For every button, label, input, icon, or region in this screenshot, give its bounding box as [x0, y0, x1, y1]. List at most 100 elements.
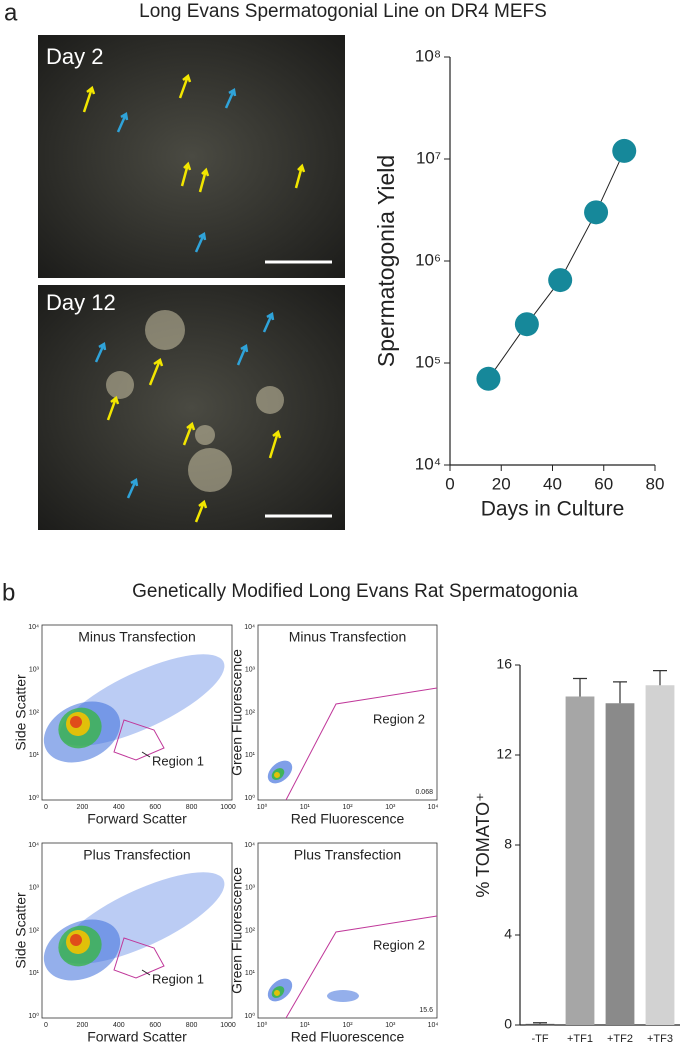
- plot-title: Plus Transfection: [83, 847, 190, 863]
- gate-label: Region 1: [152, 753, 204, 768]
- gate: [113, 937, 165, 979]
- event-density: [70, 934, 82, 946]
- y-axis-label: Green Fluorescence: [229, 867, 245, 994]
- data-point: [514, 312, 539, 337]
- y-tick-label: 12: [496, 746, 512, 762]
- gate: [113, 719, 165, 761]
- gate: [285, 687, 438, 801]
- flow-plot: Minus Transfection Region 1 0 200 400 600 800 1…: [13, 624, 236, 827]
- y-tick-label: 10²: [245, 927, 256, 934]
- gate-pointer: [141, 969, 151, 976]
- x-tick-label: 0: [44, 804, 48, 811]
- data-point: [476, 366, 501, 391]
- x-tick-label: 600: [149, 1022, 161, 1029]
- plot-title: Plus Transfection: [294, 847, 401, 863]
- bar: [525, 1023, 555, 1026]
- x-tick-label: 10¹: [300, 1022, 311, 1029]
- y-tick-label: 10³: [245, 885, 256, 892]
- flow-plot: Plus Transfection Region 1 0 200 400 600 800 10…: [13, 842, 236, 1045]
- y-tick-label: 10⁴: [244, 842, 255, 849]
- y-tick-label: 10⁰: [244, 794, 255, 802]
- y-tick-label: 10³: [245, 667, 256, 674]
- x-tick-label: 600: [149, 804, 161, 811]
- gate-label: Region 2: [373, 937, 425, 952]
- x-tick-label: +TF1: [567, 1033, 593, 1045]
- x-axis-label: Days in Culture: [481, 498, 625, 521]
- y-tick-label: 10⁴: [28, 624, 39, 631]
- y-tick-label: 10¹: [29, 970, 40, 977]
- y-tick-label: 8: [504, 836, 512, 852]
- bar: [645, 685, 675, 1025]
- data-point: [548, 268, 573, 293]
- x-tick-label: 0: [44, 1022, 48, 1029]
- x-tick-label: 10²: [342, 804, 353, 811]
- error-bar: [533, 1022, 547, 1024]
- y-axis-label: Side Scatter: [13, 892, 29, 969]
- y-tick-label: 4: [504, 926, 512, 942]
- x-tick-label: 10⁴: [428, 804, 439, 811]
- x-tick-label: 800: [186, 804, 198, 811]
- y-tick-label: 10⁶: [415, 250, 441, 269]
- region-percent: 15.6: [419, 1007, 433, 1014]
- event-density: [70, 716, 82, 728]
- x-tick-label: 200: [77, 804, 89, 811]
- y-axis-label: Green Fluorescence: [229, 649, 245, 776]
- x-tick-label: +TF3: [647, 1033, 673, 1045]
- y-tick-label: 10²: [29, 927, 40, 934]
- panel-title: Genetically Modified Long Evans Rat Sper…: [132, 581, 578, 602]
- y-tick-label: 10¹: [245, 970, 256, 977]
- y-axis-label: Side Scatter: [13, 674, 29, 751]
- y-axis-label: Spermatogonia Yield: [373, 155, 399, 367]
- y-tick-label: 10¹: [245, 752, 256, 759]
- y-tick-label: 10⁰: [28, 794, 39, 802]
- y-tick-label: 16: [496, 656, 512, 672]
- x-tick-label: 40: [543, 474, 562, 493]
- event-density: [274, 990, 280, 996]
- y-tick-label: 10⁴: [244, 624, 255, 631]
- x-axis-label: Forward Scatter: [87, 811, 187, 827]
- error-bar: [573, 677, 587, 697]
- x-axis-label: Red Fluorescence: [291, 811, 405, 827]
- x-tick-label: 0: [445, 474, 454, 493]
- x-tick-label: 80: [646, 474, 665, 493]
- y-tick-label: 0: [504, 1016, 512, 1032]
- x-tick-label: 10³: [385, 804, 396, 811]
- y-tick-label: 10³: [29, 885, 40, 892]
- y-tick-label: 10⁴: [415, 454, 441, 473]
- y-tick-label: 10⁰: [28, 1012, 39, 1020]
- region-percent: 0.068: [415, 789, 433, 796]
- micrograph-label: Day 2: [46, 44, 103, 69]
- x-tick-label: 10³: [385, 1022, 396, 1029]
- y-tick-label: 10⁷: [416, 148, 441, 167]
- event-density: [327, 990, 359, 1002]
- y-tick-label: 10⁰: [244, 1012, 255, 1020]
- y-tick-label: 10²: [29, 709, 40, 716]
- error-bar: [613, 681, 627, 704]
- y-tick-label: 10¹: [29, 752, 40, 759]
- x-tick-label: 400: [113, 1022, 125, 1029]
- gate-pointer: [141, 751, 151, 758]
- x-tick-label: 10¹: [300, 804, 311, 811]
- data-point: [584, 200, 609, 225]
- x-tick-label: -TF: [531, 1033, 548, 1045]
- x-tick-label: 1000: [220, 804, 236, 811]
- x-tick-label: 400: [113, 804, 125, 811]
- flow-plot: Plus Transfection Region 2 15.6 10⁰ 10¹ 10² 10…: [229, 842, 439, 1045]
- x-tick-label: 10⁰: [257, 1021, 268, 1029]
- x-tick-label: 10²: [342, 1022, 353, 1029]
- panel-letter: a: [4, 0, 18, 26]
- flow-plot: Minus Transfection Region 2 0.068 10⁰ 10¹ 10²…: [229, 624, 439, 827]
- plot-title: Minus Transfection: [289, 629, 407, 645]
- plot-title: Minus Transfection: [78, 629, 196, 645]
- x-axis-label: Red Fluorescence: [291, 1029, 405, 1045]
- gate-label: Region 1: [152, 971, 204, 986]
- x-tick-label: 10⁴: [428, 1022, 439, 1029]
- y-tick-label: 10³: [29, 667, 40, 674]
- micrograph-label: Day 12: [46, 290, 116, 315]
- x-tick-label: +TF2: [607, 1033, 633, 1045]
- y-tick-label: 10⁵: [415, 352, 441, 371]
- x-tick-label: 60: [594, 474, 613, 493]
- micrograph: Day 2: [38, 35, 345, 278]
